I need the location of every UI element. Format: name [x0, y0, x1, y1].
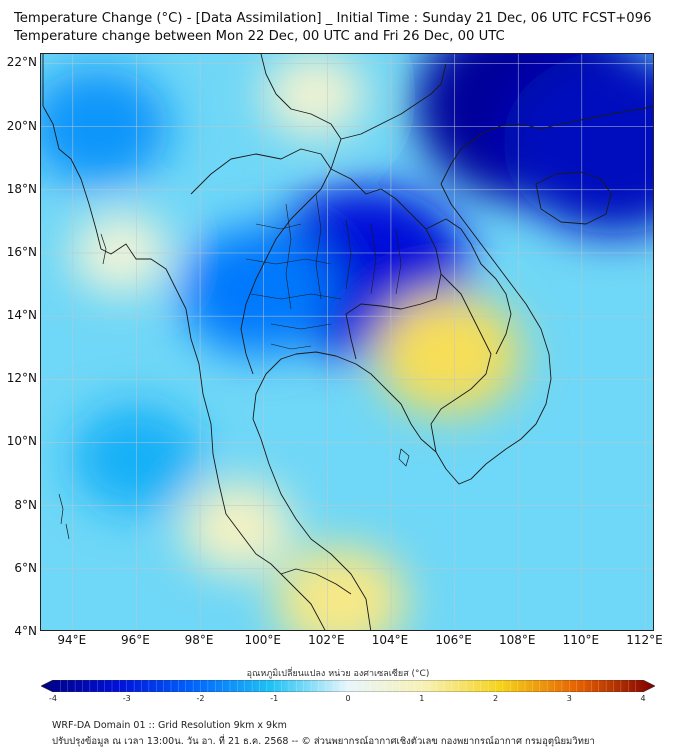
lon-tick-label: 110°E — [562, 633, 600, 647]
map-title-line-2: Temperature change between Mon 22 Dec, 0… — [14, 29, 505, 44]
border-thailand-malaysia — [280, 568, 352, 595]
coastline-andaman-east — [185, 308, 326, 630]
lon-tick-label: 108°E — [498, 633, 536, 647]
colorbar-tick-label: 0 — [345, 694, 351, 703]
colorbar-tick-label: 1 — [419, 694, 425, 703]
coastline-gulf-thailand-west — [252, 358, 372, 630]
colorbar-body — [41, 680, 655, 692]
border-myanmar-china — [260, 54, 342, 170]
province-lines-thailand — [245, 193, 402, 350]
lat-tick-label: 6°N — [14, 560, 37, 575]
lat-tick-label: 22°N — [6, 55, 37, 70]
colorbar-tick-label: -4 — [49, 694, 57, 703]
border-laos-vietnam — [425, 218, 512, 355]
lon-tick-label: 96°E — [121, 633, 150, 647]
colorbar-tick-label: -3 — [122, 694, 131, 703]
lat-tick-label: 18°N — [6, 181, 37, 196]
map-canvas — [41, 54, 653, 630]
lon-tick-label: 106°E — [435, 633, 472, 647]
lat-tick-label: 10°N — [6, 434, 37, 449]
lat-tick-label: 20°N — [6, 118, 37, 133]
footer-model-info: WRF-DA Domain 01 :: Grid Resolution 9km … — [52, 720, 287, 731]
border-laos-china-vietnam — [340, 63, 447, 140]
border-thailand-myanmar — [190, 148, 332, 375]
lat-lon-gridlines — [41, 54, 653, 630]
coastline-cambodia-vietnam-south — [435, 183, 552, 485]
map-title-line-1: Temperature Change (°C) - [Data Assimila… — [14, 11, 652, 26]
colorbar-tick-label: 2 — [492, 694, 499, 703]
lon-tick-label: 98°E — [184, 633, 214, 647]
lat-tick-label: 14°N — [6, 308, 37, 323]
coastlines-and-borders — [42, 54, 653, 630]
temperature-change-map — [40, 53, 654, 631]
colorbar-title: อุณหภูมิเปลี่ยนแปลง หน่วย องศาเซลเซียส (… — [246, 669, 430, 679]
coastline-myanmar-west — [42, 105, 187, 310]
cooling-central-thailand — [179, 226, 335, 356]
coastline-hainan — [535, 171, 612, 225]
island-andaman — [58, 233, 107, 540]
lon-tick-label: 102°E — [308, 633, 345, 647]
coastline-gulf-tonkin — [440, 105, 653, 185]
lon-tick-label: 112°E — [626, 633, 663, 647]
warming-peninsula-west-coast — [182, 481, 294, 575]
footer-credit: ปรับปรุงข้อมูล ณ เวลา 13:00น. วัน อา. ที… — [52, 736, 595, 747]
strong-cooling-south-china-sea-north — [503, 54, 653, 234]
lon-tick-label: 94°E — [57, 633, 87, 647]
temperature-field — [41, 54, 653, 630]
warming-north-myanmar — [263, 54, 366, 138]
warming-cambodia — [375, 293, 522, 415]
colorbar-tick-label: -1 — [270, 694, 279, 703]
island-phu-quoc — [398, 448, 410, 467]
warming-malay-peninsula-south — [273, 545, 407, 630]
lat-tick-label: 4°N — [14, 624, 37, 638]
colorbar-tick-label: 4 — [640, 694, 646, 703]
colorbar-tick-label: -2 — [196, 694, 205, 703]
border-cambodia-vietnam — [430, 273, 492, 453]
lat-tick-label: 12°N — [6, 371, 37, 386]
coastline-gulf-thailand-north — [280, 351, 437, 453]
colorbar-segments — [60, 680, 636, 692]
lon-tick-label: 104°E — [371, 633, 409, 647]
lat-tick-label: 8°N — [14, 497, 37, 512]
lon-tick-label: 100°E — [244, 633, 281, 647]
colorbar-tick-label: 3 — [566, 694, 572, 703]
colorbar — [41, 680, 655, 692]
lat-tick-label: 16°N — [6, 244, 37, 259]
